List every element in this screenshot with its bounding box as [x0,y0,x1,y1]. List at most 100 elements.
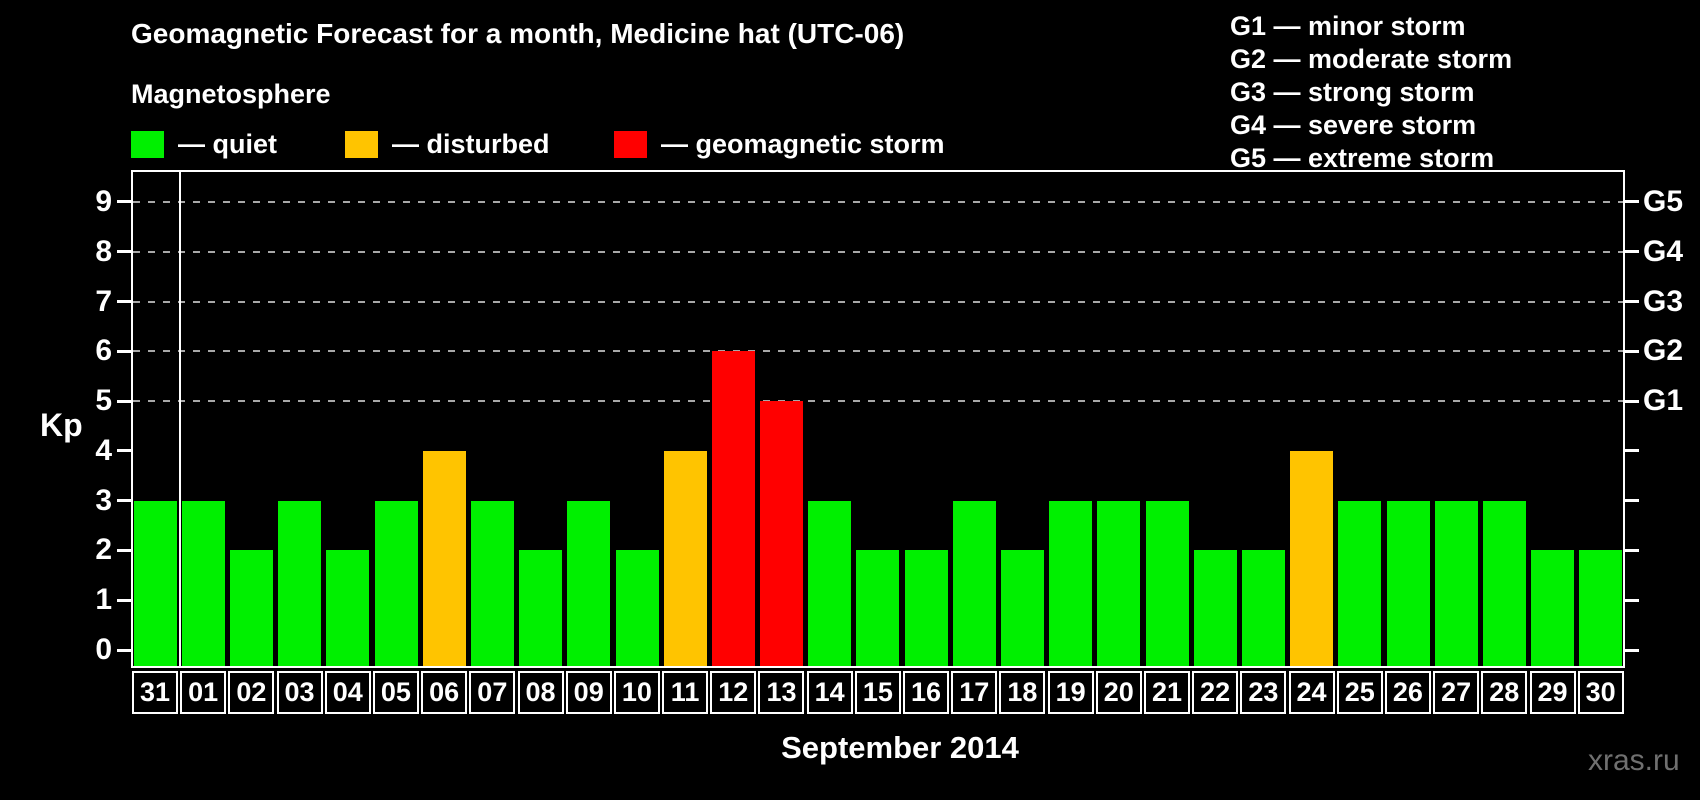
quiet-swatch-icon [131,131,164,158]
gridline-kp-9 [133,200,1623,203]
watermark: xras.ru [1588,744,1680,777]
y-axis-label-2: 2 [95,533,112,567]
kp-bar-day-14 [808,500,852,666]
right-axis-tick-9 [1625,200,1639,204]
day-label-26: 26 [1384,671,1431,714]
kp-bar-day-30 [1579,550,1623,666]
day-label-03: 03 [276,671,323,714]
day-label-22: 22 [1192,671,1239,714]
kp-bar-day-03 [278,500,322,666]
kp-bar-day-27 [1434,500,1478,666]
day-label-17: 17 [951,671,998,714]
day-label-14: 14 [806,671,853,714]
kp-bar-day-04 [326,550,370,666]
y-axis-label-4: 4 [95,433,112,467]
kp-bar-day-07 [470,500,514,666]
disturbed-swatch-icon [345,131,378,158]
kp-bar-day-10 [615,550,659,666]
y-axis-label-7: 7 [95,284,112,318]
day-label-23: 23 [1240,671,1287,714]
day-label-08: 08 [517,671,564,714]
x-axis-title: September 2014 [781,730,1019,765]
magnetosphere-label: Magnetosphere [131,79,331,109]
storm-scale-legend: G1 — minor storm G2 — moderate storm G3 — … [1230,10,1512,175]
y-axis-label-8: 8 [95,234,112,268]
gridline-kp-5 [133,400,1623,403]
kp-bar-day-24 [1290,450,1334,666]
day-label-29: 29 [1529,671,1576,714]
day-label-19: 19 [1047,671,1094,714]
storm-scale-line-5: G5 — extreme storm [1230,143,1495,173]
kp-bar-day-22 [1193,550,1237,666]
y-axis-tick-4 [117,449,131,453]
right-axis-tick-4 [1625,449,1639,453]
legend-item-quiet: — quiet [131,129,277,160]
g-scale-label-G2: G2 [1643,334,1684,368]
y-axis-title: Kp [40,407,83,443]
gridline-kp-8 [133,250,1623,253]
legend-item-disturbed: — disturbed [345,129,550,160]
legend-label-quiet: — quiet [178,129,277,159]
y-axis-label-3: 3 [95,483,112,517]
kp-bar-day-08 [519,550,563,666]
y-axis-tick-5 [117,399,131,403]
g-scale-label-G1: G1 [1643,384,1684,418]
kp-bar-day-15 [856,550,900,666]
kp-bar-day-01 [181,500,225,666]
storm-scale-line-2: G2 — moderate storm [1230,44,1513,74]
kp-bar-day-31 [133,500,177,666]
day-label-10: 10 [613,671,660,714]
day-label-27: 27 [1433,671,1480,714]
right-axis-tick-8 [1625,250,1639,254]
day-label-07: 07 [469,671,516,714]
gridline-kp-7 [133,300,1623,303]
day-label-24: 24 [1288,671,1335,714]
y-axis-tick-7 [117,300,131,304]
kp-bar-day-02 [229,550,273,666]
storm-scale-line-3: G3 — strong storm [1230,77,1475,107]
kp-bar-day-05 [374,500,418,666]
gridline-kp-6 [133,350,1623,353]
legend-label-disturbed: — disturbed [392,129,550,159]
day-label-12: 12 [710,671,757,714]
kp-bar-day-13 [760,401,804,666]
kp-bar-day-11 [663,450,707,666]
y-axis-label-9: 9 [95,184,112,218]
y-axis-label-1: 1 [95,583,112,617]
day-label-15: 15 [854,671,901,714]
magnetosphere-legend: — quiet — disturbed — geomagnetic storm [0,129,1100,163]
y-axis-tick-8 [117,250,131,254]
g-scale-label-G3: G3 [1643,284,1684,318]
y-axis-label-6: 6 [95,334,112,368]
plot-area [131,170,1625,668]
kp-bar-day-16 [904,550,948,666]
kp-bar-day-20 [1097,500,1141,666]
day-label-25: 25 [1336,671,1383,714]
right-axis-tick-6 [1625,349,1639,353]
day-label-02: 02 [228,671,275,714]
right-axis-tick-7 [1625,300,1639,304]
right-axis-tick-2 [1625,548,1639,552]
right-axis-tick-0 [1625,648,1639,652]
kp-bar-day-28 [1482,500,1526,666]
day-label-11: 11 [662,671,709,714]
day-label-30: 30 [1577,671,1624,714]
chart-title: Geomagnetic Forecast for a month, Medici… [131,18,905,49]
kp-bar-day-18 [1001,550,1045,666]
day-label-21: 21 [1143,671,1190,714]
right-axis-tick-5 [1625,399,1639,403]
storm-swatch-icon [614,131,647,158]
storm-scale-line-1: G1 — minor storm [1230,11,1466,41]
day-label-09: 09 [565,671,612,714]
day-label-18: 18 [999,671,1046,714]
kp-bar-day-17 [952,500,996,666]
kp-bar-day-09 [567,500,611,666]
day-label-04: 04 [324,671,371,714]
y-axis-tick-9 [117,200,131,204]
right-axis-tick-3 [1625,499,1639,503]
day-label-05: 05 [372,671,419,714]
day-label-31: 31 [132,671,178,714]
y-axis-tick-0 [117,648,131,652]
right-axis-tick-1 [1625,598,1639,602]
